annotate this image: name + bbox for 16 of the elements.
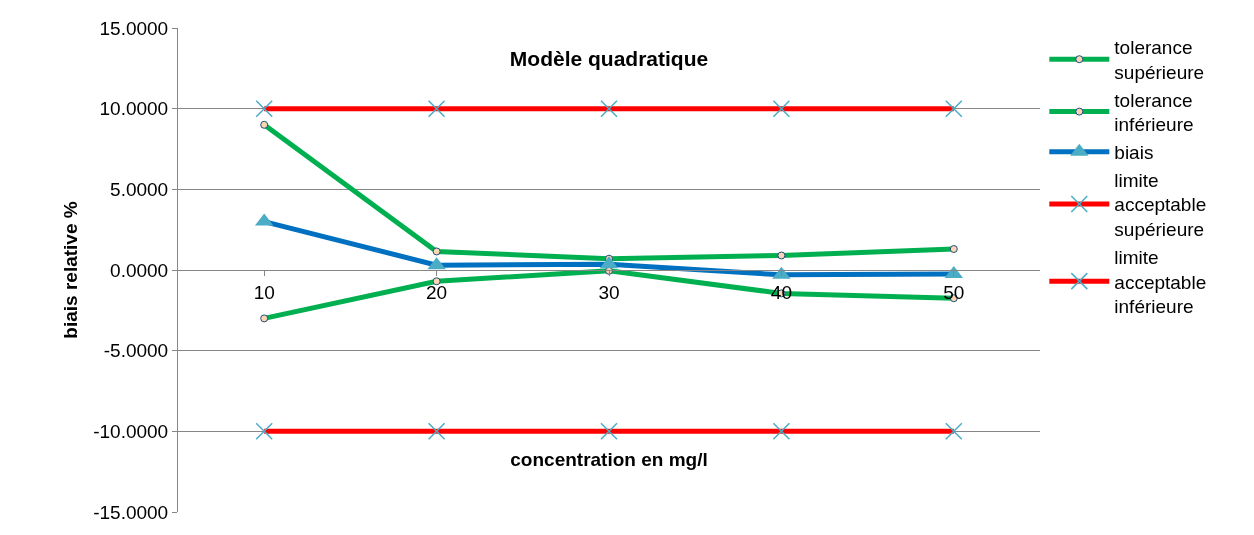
y-axis-title: biais relative % <box>60 201 82 339</box>
text: Modèle quadratique <box>509 46 709 70</box>
y-tick-label: 5.0000 <box>110 178 169 200</box>
y-tick-label: 0.0000 <box>110 259 169 281</box>
y-tick-label: 10.0000 <box>99 98 169 120</box>
y-tick-label: -15.0000 <box>93 501 169 523</box>
legend-label: limite acceptable inférieure <box>1114 246 1207 318</box>
x-axis-title: concentration en mg/l <box>510 448 708 470</box>
x-tick-label: 30 <box>598 281 620 303</box>
x-tick-label: 20 <box>426 281 448 303</box>
y-tick-label: -10.0000 <box>93 420 169 442</box>
legend-label: biais <box>1114 142 1154 164</box>
x-tick-label: 10 <box>253 281 275 303</box>
y-tick-label: 15.0000 <box>99 17 169 39</box>
x-tick-label: 50 <box>943 281 965 303</box>
y-tick-label: -5.0000 <box>103 340 169 362</box>
